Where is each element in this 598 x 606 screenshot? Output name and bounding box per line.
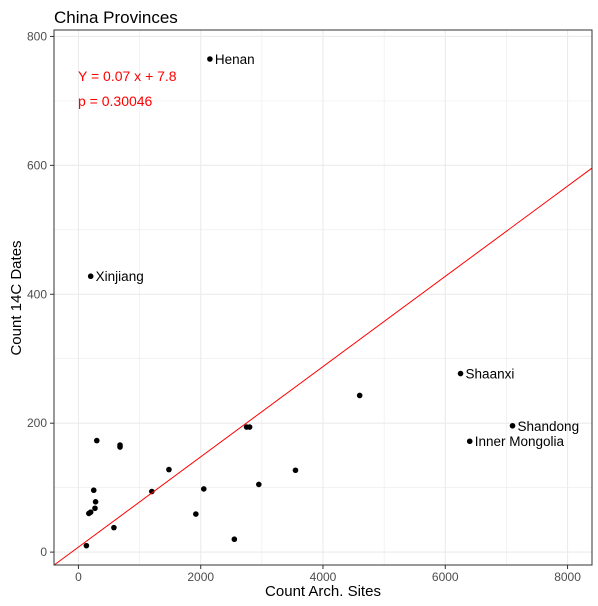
regression-equation: Y = 0.07 x + 7.8 [78, 68, 177, 84]
data-point [83, 542, 90, 549]
x-tick-label: 4000 [310, 570, 337, 584]
y-tick-label: 0 [40, 545, 47, 559]
y-tick-label: 800 [27, 29, 47, 43]
x-tick-label: 2000 [187, 570, 214, 584]
data-point [200, 486, 207, 492]
data-point [292, 467, 299, 474]
regression-line [53, 167, 593, 566]
data-point [256, 481, 262, 488]
data-point [193, 511, 199, 517]
data-points [83, 56, 516, 549]
x-axis-title: Count Arch. Sites [265, 583, 381, 600]
data-point [92, 499, 99, 505]
y-tick-label: 600 [27, 158, 47, 172]
data-point [509, 422, 516, 429]
chart-title: China Provinces [54, 8, 178, 27]
point-label: Xinjiang [96, 269, 144, 284]
data-point [92, 505, 98, 512]
y-tick-label: 400 [27, 287, 47, 301]
x-tick-label: 6000 [432, 570, 459, 584]
data-point [356, 392, 363, 399]
data-point [231, 536, 238, 543]
x-axis-ticks: 0 2000 4000 6000 8000 [75, 565, 581, 584]
data-point [93, 437, 100, 444]
data-point [246, 424, 253, 430]
p-value-annotation: p = 0.30046 [78, 93, 153, 109]
x-tick-label: 8000 [554, 570, 581, 584]
y-tick-label: 200 [27, 416, 47, 430]
point-label: Shaanxi [466, 367, 515, 382]
y-axis-ticks: 0 200 400 600 800 [27, 29, 54, 559]
data-point [457, 370, 464, 377]
data-point [111, 524, 117, 531]
data-point [207, 56, 213, 62]
data-point [90, 487, 97, 494]
point-label: Shandong [518, 419, 580, 434]
data-point [117, 444, 123, 450]
data-point [87, 273, 94, 280]
x-tick-label: 0 [75, 570, 82, 584]
point-label: Inner Mongolia [475, 434, 565, 449]
point-label: Henan [215, 52, 255, 67]
grid-lines [54, 30, 592, 565]
data-point [166, 466, 172, 473]
y-axis-title: Count 14C Dates [8, 240, 25, 355]
data-point [149, 488, 155, 495]
data-point [466, 438, 473, 445]
data-point [86, 510, 92, 517]
